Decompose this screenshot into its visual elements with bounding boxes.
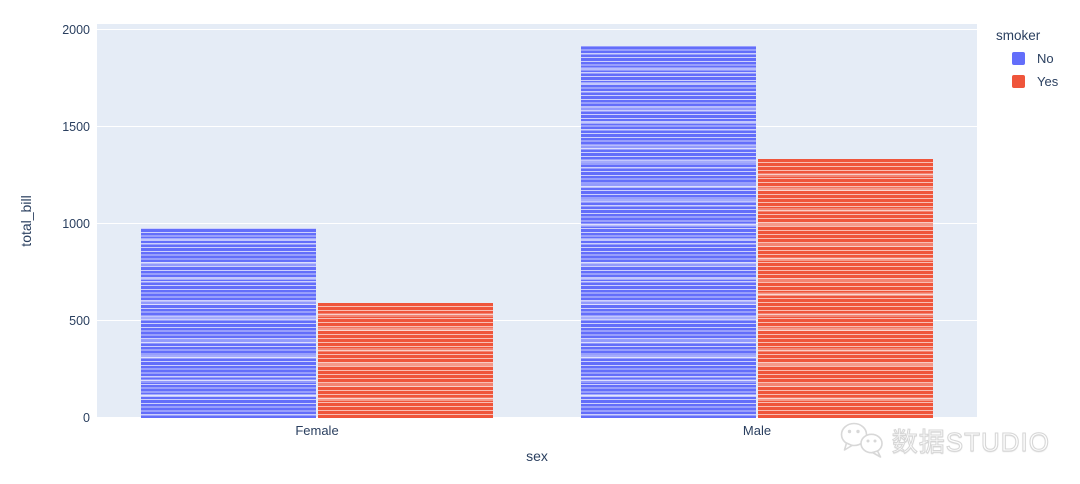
gridline-0	[97, 417, 977, 419]
legend-label-no: No	[1037, 51, 1054, 66]
wechat-icon	[840, 422, 883, 458]
legend-items: No Yes	[996, 51, 1058, 89]
legend-swatch-no	[1012, 52, 1025, 65]
y-tick-label-0: 0	[83, 411, 90, 425]
y-tick-label-1500: 1500	[62, 120, 90, 134]
bar-female-yes[interactable]	[318, 303, 493, 418]
bar-female-no[interactable]	[141, 228, 316, 418]
y-tick-label-500: 500	[69, 314, 90, 328]
watermark: 数据STUDIO	[840, 418, 1050, 462]
gridline-500	[97, 320, 977, 322]
legend-item-yes[interactable]: Yes	[1012, 74, 1058, 89]
legend-label-yes: Yes	[1037, 74, 1059, 89]
y-tick-label-1000: 1000	[62, 217, 90, 231]
x-tick-label-male: Male	[742, 423, 772, 438]
y-axis-title: total_bill	[18, 195, 34, 247]
bar-male-yes[interactable]	[758, 159, 933, 418]
legend-swatch-yes	[1012, 75, 1025, 88]
bar-male-no[interactable]	[581, 46, 756, 418]
gridline-1000	[97, 223, 977, 225]
watermark-text: 数据STUDIO	[891, 426, 1050, 457]
x-tick-label-female: Female	[295, 423, 339, 438]
legend: smoker No Yes	[996, 28, 1058, 97]
legend-title: smoker	[996, 28, 1041, 43]
gridline-1500	[97, 126, 977, 128]
gridline-2000	[97, 29, 977, 31]
y-tick-label-2000: 2000	[62, 23, 90, 37]
x-axis-title: sex	[526, 448, 548, 464]
legend-item-no[interactable]: No	[1012, 51, 1058, 66]
plot-area	[97, 24, 977, 419]
